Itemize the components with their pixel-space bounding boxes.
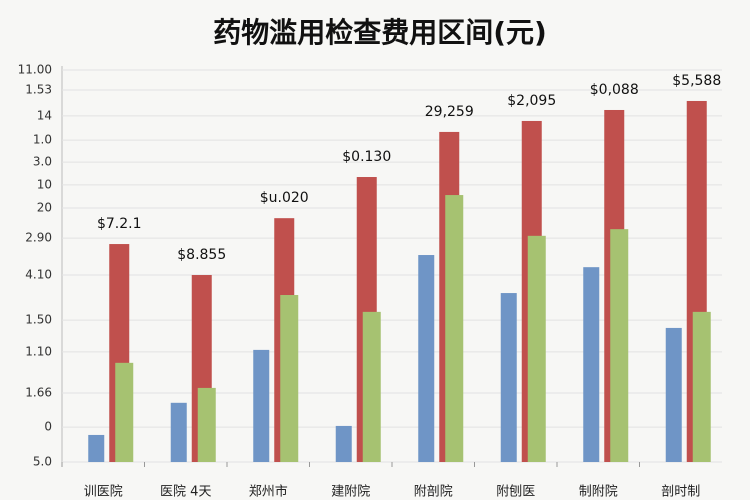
y-tick-label: 1.50 bbox=[25, 313, 52, 327]
bar bbox=[610, 229, 629, 462]
y-tick-label: 14 bbox=[37, 108, 52, 122]
bar bbox=[335, 425, 352, 462]
x-tick-label: 附剖院 bbox=[414, 485, 453, 500]
bar bbox=[445, 195, 464, 462]
bar bbox=[88, 434, 105, 462]
annotation: 29,259 bbox=[425, 104, 474, 120]
annotation: $0.130 bbox=[342, 149, 391, 165]
bar bbox=[692, 311, 711, 462]
y-tick-label: 11.00 bbox=[18, 63, 52, 77]
annotation: $7.2.1 bbox=[97, 216, 142, 232]
bar bbox=[197, 387, 216, 462]
annotation: $5,588 bbox=[672, 73, 721, 89]
bar bbox=[418, 255, 435, 462]
chart-title: 药物滥用检查费用区间(元) bbox=[213, 16, 547, 49]
bar bbox=[253, 349, 270, 462]
annotation: $u.020 bbox=[260, 190, 309, 206]
x-tick-label: 医院 4天 bbox=[160, 485, 211, 500]
bar bbox=[280, 295, 299, 462]
bar bbox=[527, 235, 546, 462]
annotation: $0,088 bbox=[590, 82, 639, 98]
x-tick-label: 建附院 bbox=[331, 485, 370, 500]
y-tick-label: 10 bbox=[37, 177, 52, 191]
y-tick-label: 1.53 bbox=[25, 82, 52, 96]
x-tick-label: 剖时制 bbox=[661, 485, 700, 500]
x-tick-label: 附刨医 bbox=[496, 485, 535, 500]
y-tick-label: 3.0 bbox=[33, 155, 52, 169]
y-tick-label: 1.10 bbox=[25, 344, 52, 358]
bar bbox=[500, 293, 517, 462]
annotation: $8.855 bbox=[177, 247, 226, 263]
x-tick-label: 郑州市 bbox=[249, 484, 288, 500]
x-tick-label: 制附院 bbox=[579, 485, 618, 500]
bar bbox=[170, 402, 187, 462]
bar bbox=[362, 311, 381, 462]
bar bbox=[583, 267, 600, 462]
bar bbox=[115, 362, 134, 462]
x-tick-label: 训医院 bbox=[84, 485, 123, 500]
bar bbox=[665, 327, 682, 462]
y-tick-label: 1.0 bbox=[33, 133, 52, 147]
y-tick-label: 2.90 bbox=[25, 231, 52, 245]
y-tick-label: 5.0 bbox=[33, 455, 52, 469]
y-tick-label: 20 bbox=[37, 200, 52, 214]
annotation: $2,095 bbox=[507, 93, 556, 109]
y-tick-label: 4.10 bbox=[25, 268, 52, 282]
y-tick-label: 1.66 bbox=[25, 386, 52, 400]
y-tick-label: 0 bbox=[44, 420, 52, 434]
